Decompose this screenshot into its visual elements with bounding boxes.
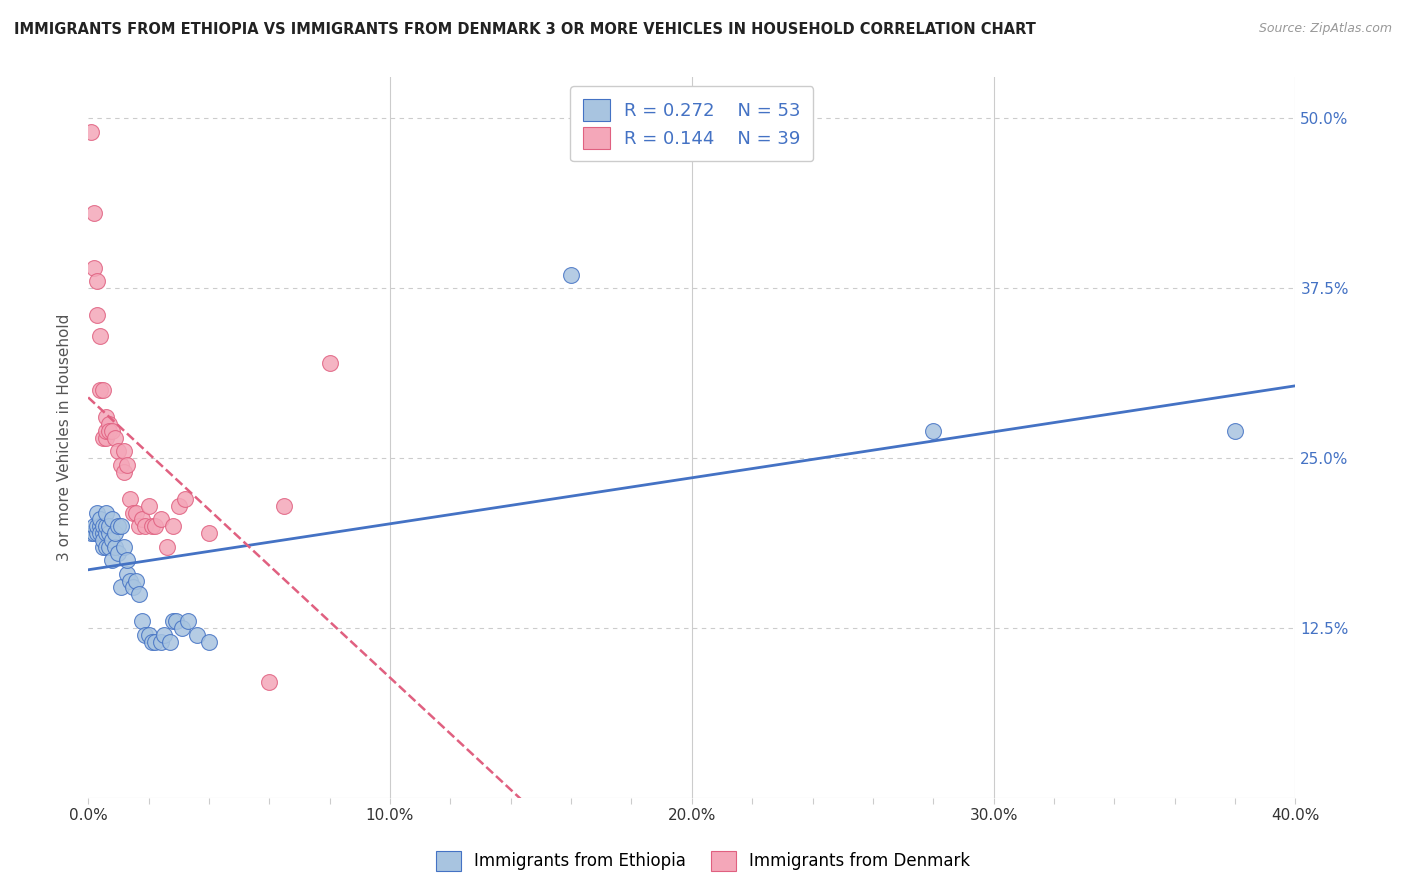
Point [83, 260, 105, 275]
Point [91, 540, 114, 554]
Point [149, 512, 172, 526]
Point [120, 574, 142, 588]
Point [138, 499, 160, 513]
Point [141, 634, 163, 648]
Point [98, 417, 121, 432]
Point [117, 458, 139, 472]
Point [198, 634, 221, 648]
Point [128, 587, 150, 601]
Point [101, 553, 124, 567]
Point [83, 206, 105, 220]
Point [131, 512, 153, 526]
Point [89, 519, 111, 533]
Point [86, 519, 108, 533]
Point [165, 615, 187, 629]
Point [104, 431, 127, 445]
Point [167, 499, 190, 513]
Point [922, 424, 945, 438]
Point [273, 499, 295, 513]
Point [152, 628, 174, 642]
Point [86, 274, 108, 288]
Point [162, 519, 184, 533]
Point [112, 540, 135, 554]
Point [134, 519, 156, 533]
Point [128, 519, 150, 533]
Point [101, 533, 124, 547]
Point [159, 634, 181, 648]
Point [122, 580, 145, 594]
Point [107, 546, 129, 560]
Point [110, 519, 132, 533]
Point [560, 268, 582, 282]
Point [96, 540, 118, 554]
Point [112, 465, 135, 479]
Point [143, 634, 166, 648]
Point [89, 512, 111, 526]
Point [86, 525, 108, 540]
Point [122, 506, 145, 520]
Point [120, 491, 142, 506]
Point [198, 525, 221, 540]
Point [83, 519, 105, 533]
Text: IMMIGRANTS FROM ETHIOPIA VS IMMIGRANTS FROM DENMARK 3 OR MORE VEHICLES IN HOUSEH: IMMIGRANTS FROM ETHIOPIA VS IMMIGRANTS F… [14, 22, 1036, 37]
Point [101, 512, 124, 526]
Legend: R = 0.272    N = 53, R = 0.144    N = 39: R = 0.272 N = 53, R = 0.144 N = 39 [571, 87, 814, 161]
Point [170, 621, 193, 635]
Y-axis label: 3 or more Vehicles in Household: 3 or more Vehicles in Household [58, 314, 72, 561]
Point [96, 410, 118, 425]
Point [98, 525, 121, 540]
Point [125, 506, 148, 520]
Point [98, 540, 121, 554]
Point [104, 525, 127, 540]
Point [107, 444, 129, 458]
Point [110, 580, 132, 594]
Point [173, 491, 195, 506]
Point [138, 628, 160, 642]
Legend: Immigrants from Ethiopia, Immigrants from Denmark: Immigrants from Ethiopia, Immigrants fro… [427, 842, 979, 880]
Point [156, 540, 179, 554]
Point [134, 628, 156, 642]
Point [96, 525, 118, 540]
Point [86, 309, 108, 323]
Point [91, 431, 114, 445]
Point [149, 634, 172, 648]
Point [112, 444, 135, 458]
Point [91, 533, 114, 547]
Point [143, 519, 166, 533]
Point [91, 525, 114, 540]
Point [80, 525, 103, 540]
Point [125, 574, 148, 588]
Point [141, 519, 163, 533]
Point [96, 424, 118, 438]
Point [89, 525, 111, 540]
Point [98, 519, 121, 533]
Point [117, 553, 139, 567]
Point [91, 383, 114, 397]
Point [89, 383, 111, 397]
Point [162, 615, 184, 629]
Point [98, 424, 121, 438]
Point [131, 615, 153, 629]
Point [107, 519, 129, 533]
Point [110, 458, 132, 472]
Point [91, 519, 114, 533]
Point [186, 628, 208, 642]
Text: Source: ZipAtlas.com: Source: ZipAtlas.com [1258, 22, 1392, 36]
Point [83, 525, 105, 540]
Point [80, 125, 103, 139]
Point [104, 540, 127, 554]
Point [177, 615, 200, 629]
Point [96, 506, 118, 520]
Point [96, 431, 118, 445]
Point [318, 356, 340, 370]
Point [117, 566, 139, 581]
Point [101, 424, 124, 438]
Point [86, 506, 108, 520]
Point [89, 328, 111, 343]
Point [1223, 424, 1246, 438]
Point [96, 519, 118, 533]
Point [257, 675, 280, 690]
